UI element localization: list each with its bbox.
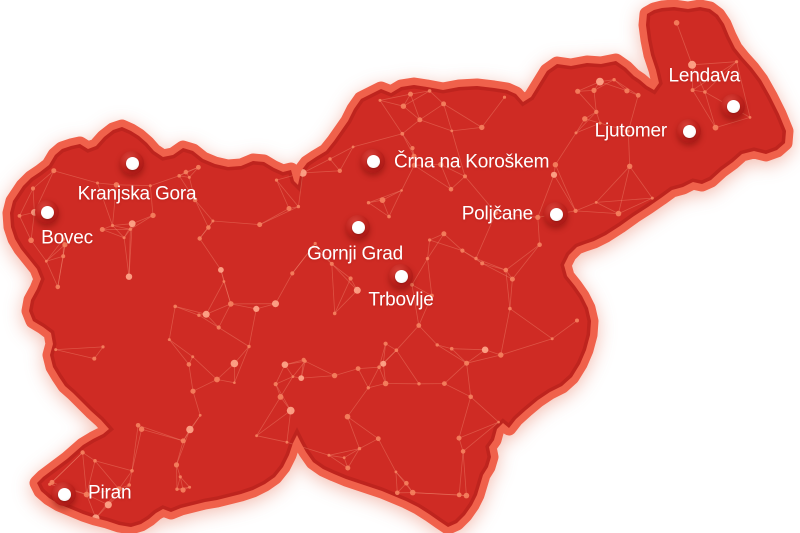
- marker-core-icon: [549, 207, 563, 221]
- city-marker[interactable]: [544, 202, 568, 226]
- city-marker[interactable]: [721, 94, 745, 118]
- marker-core-icon: [366, 154, 380, 168]
- city-label: Poljčane: [461, 203, 533, 225]
- city-label: Piran: [88, 482, 132, 504]
- marker-core-icon: [57, 487, 71, 501]
- city-label: Ljutomer: [594, 120, 668, 142]
- network-overlay: [17, 20, 752, 522]
- marker-core-icon: [682, 124, 696, 138]
- marker-core-icon: [726, 99, 740, 113]
- marker-core-icon: [40, 205, 54, 219]
- city-label: Kranjska Gora: [77, 183, 197, 205]
- city-label: Črna na Koroškem: [394, 151, 550, 173]
- city-label: Gornji Grad: [306, 243, 404, 265]
- marker-core-icon: [125, 156, 139, 170]
- city-label: Lendava: [668, 65, 740, 87]
- city-marker[interactable]: [677, 119, 701, 143]
- city-label: Trbovlje: [368, 289, 434, 311]
- marker-core-icon: [351, 220, 365, 234]
- city-marker[interactable]: [389, 264, 413, 288]
- city-marker[interactable]: [35, 200, 59, 224]
- city-marker[interactable]: [52, 482, 76, 506]
- city-marker[interactable]: [120, 151, 144, 175]
- marker-core-icon: [394, 269, 408, 283]
- city-label: Bovec: [41, 227, 93, 249]
- city-marker[interactable]: [361, 149, 385, 173]
- city-marker[interactable]: [346, 215, 370, 239]
